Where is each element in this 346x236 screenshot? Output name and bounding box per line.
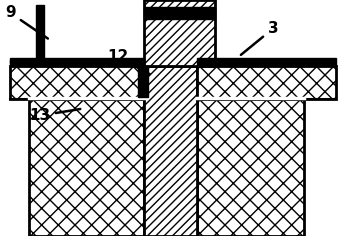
Bar [197, 99, 304, 236]
Bar [10, 58, 144, 66]
Text: 9: 9 [5, 5, 48, 38]
Bar [29, 99, 144, 236]
Text: 12: 12 [107, 49, 150, 74]
Bar [10, 60, 36, 63]
Bar [138, 66, 148, 97]
Text: 13: 13 [29, 108, 80, 123]
Bar [10, 66, 144, 99]
Bar [144, 7, 215, 19]
Bar [197, 66, 336, 99]
Bar [36, 5, 44, 58]
Bar [144, 66, 197, 236]
Text: 3: 3 [241, 21, 279, 55]
Bar [197, 58, 336, 66]
Bar [144, 0, 215, 66]
